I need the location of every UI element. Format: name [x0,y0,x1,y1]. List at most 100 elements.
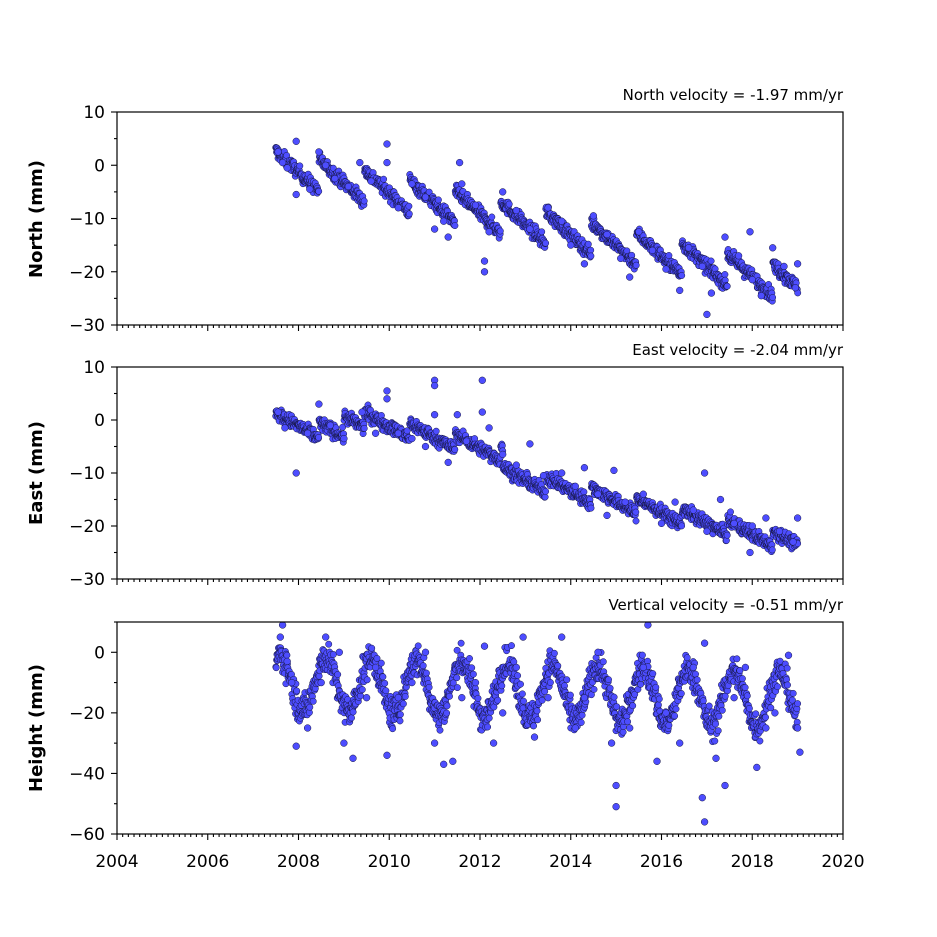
north-data-point [567,241,575,249]
height-point [784,681,791,689]
height-data-point [276,633,284,641]
north-point [451,222,459,230]
east-point [432,427,440,435]
height-data-point [449,757,457,765]
height-point [677,690,685,697]
height-point [382,687,390,695]
height-point [494,696,502,704]
height-data-point [458,694,466,702]
east-data-point [746,548,754,557]
north-data-point [408,180,416,188]
north-data-point [499,188,507,196]
north-data-point [780,262,788,271]
north-data-point [344,182,353,191]
height-data-point [796,748,804,756]
height-xtick-label: 2016 [640,852,683,872]
height-point [711,737,719,745]
height-point [590,685,598,693]
height-data-point [340,739,348,747]
east-point [727,508,734,516]
east-data-point [526,440,534,448]
height-point [672,705,680,713]
north-data-point [707,289,716,297]
east-data-point [793,514,802,522]
height-data-point [471,678,480,687]
north-data-point [544,204,552,212]
east-point [451,446,459,453]
east-point [360,424,368,432]
height-point [789,689,797,697]
north-ytick-label: −30 [69,316,105,336]
east-data-point [421,442,430,451]
height-point [655,695,663,703]
east-point [580,488,588,496]
height-point [631,690,639,698]
height-point [446,692,453,700]
north-data-point [648,246,657,255]
height-point [517,680,524,688]
height-data-point [489,739,498,747]
height-point [381,679,389,687]
vertical-velocity-label: Vertical velocity = -0.51 mm/yr [608,596,843,614]
north-ytick-label: 10 [83,103,105,123]
north-panel: North velocity = -1.97 mm/yr North (mm) … [26,86,844,336]
height-data-point [571,724,579,732]
north-axis-title: North (mm) [26,160,47,278]
north-data-point [558,217,566,225]
height-axis-title: Height (mm) [26,664,47,792]
height-data-point [700,639,709,647]
height-point [692,670,699,678]
height-point [389,725,397,733]
north-point [707,257,715,265]
height-point [530,722,538,730]
height-data-point [612,781,620,790]
height-point [699,697,707,705]
north-data-point [485,228,493,236]
east-data-point [274,408,282,416]
height-point [436,726,444,734]
north-data-point [383,140,391,148]
height-point [610,693,618,701]
height-point [715,712,723,720]
east-data-point [383,395,391,403]
north-data-point [603,230,611,239]
north-data-point [292,190,300,199]
east-data-point [594,490,602,498]
height-panel: Vertical velocity = -0.51 mm/yr Height (… [26,596,865,872]
north-data-point [455,158,464,167]
north-data-point [734,252,743,260]
height-data-point [784,651,793,659]
height-point [693,676,701,684]
height-point [348,714,355,722]
height-point [422,669,430,677]
height-point [534,716,542,724]
north-data-point [331,174,339,183]
north-data-point [748,276,756,284]
height-xtick-label: 2020 [821,852,864,872]
height-point [563,676,571,684]
height-point [794,700,802,708]
height-point [683,654,691,662]
height-data-point [303,724,312,732]
height-point [373,654,381,662]
height-point [546,679,554,686]
height-data-point [676,739,684,747]
north-data-point [421,193,430,201]
height-point [520,697,527,705]
height-point [358,686,366,694]
height-point [718,706,726,714]
north-ytick-label: −10 [69,210,105,230]
height-data-point [607,739,616,747]
height-point [485,714,493,722]
height-data-point [730,694,738,702]
north-data-point [635,228,643,236]
height-point [401,693,409,700]
height-point [665,721,673,729]
height-data-point [558,633,566,641]
height-data-point [594,648,602,656]
north-data-point [526,225,534,233]
height-point [474,694,482,702]
height-point [714,727,722,735]
height-data-point [639,663,647,672]
height-point [484,723,492,731]
